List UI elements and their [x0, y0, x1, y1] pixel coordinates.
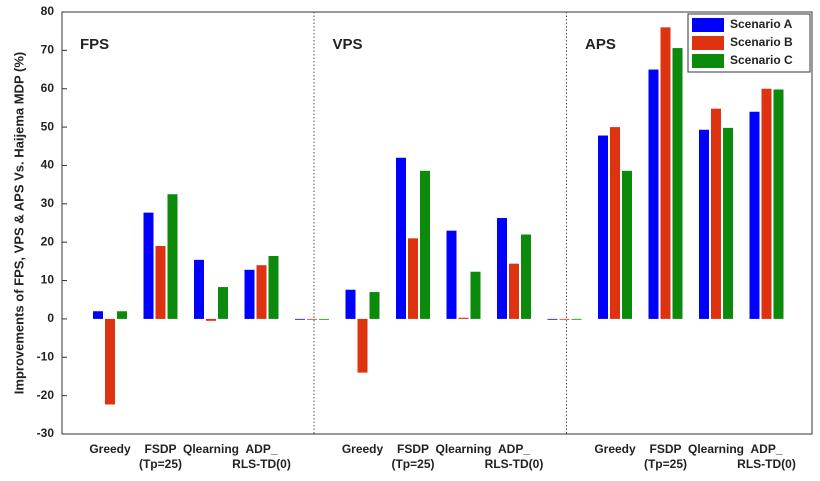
bar [622, 170, 632, 319]
bar [547, 318, 558, 320]
x-tick-label: FSDP (Tp=25) [139, 442, 182, 471]
x-tick-label: ADP_ RLS-TD(0) [737, 442, 796, 471]
y-tick-label: 80 [41, 4, 55, 18]
plot-frame [61, 11, 813, 435]
bar [167, 194, 178, 319]
legend-swatch [692, 54, 724, 68]
bar [396, 157, 406, 319]
bar [521, 234, 531, 319]
y-tick-label: 60 [41, 81, 55, 95]
y-tick-label: 30 [41, 196, 55, 210]
x-tick-label: Greedy [594, 442, 636, 456]
y-tick-label: 20 [41, 234, 55, 248]
bar [319, 318, 329, 320]
bar [446, 230, 457, 319]
bar [206, 318, 216, 321]
y-tick-label: -30 [37, 426, 55, 440]
bar [711, 108, 721, 319]
bar [117, 311, 127, 319]
x-tick-label: Greedy [89, 442, 131, 456]
bar [749, 111, 760, 319]
bar [307, 318, 317, 320]
bar [699, 129, 709, 319]
bar [571, 318, 582, 320]
x-tick-label: Qlearning [688, 442, 744, 456]
bar [105, 318, 115, 405]
bar [268, 255, 279, 319]
y-tick-label: -10 [37, 349, 55, 363]
bar [194, 259, 204, 319]
x-tick-label: FSDP (Tp=25) [391, 442, 434, 471]
legend-swatch [692, 18, 724, 32]
bar [559, 318, 570, 320]
bar [672, 48, 683, 319]
bar [660, 27, 671, 319]
y-tick-label: 40 [41, 158, 55, 172]
bar [648, 69, 659, 319]
y-axis-label: Improvements of FPS, VPS & APS Vs. Haije… [11, 52, 26, 394]
bar [470, 271, 481, 319]
bar [244, 269, 255, 319]
legend-swatch [692, 36, 724, 50]
y-tick-label: 70 [41, 43, 55, 57]
bar [256, 265, 267, 319]
bar [497, 218, 507, 319]
legend-label: Scenario A [730, 17, 793, 31]
x-tick-label: ADP_ RLS-TD(0) [485, 442, 544, 471]
y-tick-label: 10 [41, 273, 55, 287]
bar [509, 263, 519, 319]
x-tick-label: ADP_ RLS-TD(0) [232, 442, 291, 471]
bar [458, 317, 469, 319]
y-tick-label: 0 [47, 311, 54, 325]
bar [408, 238, 418, 319]
y-tick-label: 50 [41, 119, 55, 133]
bar [345, 289, 356, 319]
bar [369, 292, 380, 319]
bar [143, 212, 154, 319]
panel-label: FPS [80, 36, 109, 53]
legend-label: Scenario C [730, 53, 793, 67]
x-tick-label: FSDP (Tp=25) [644, 442, 687, 471]
legend-label: Scenario B [730, 35, 793, 49]
panel-label: VPS [333, 36, 363, 53]
y-tick-label: -20 [37, 388, 55, 402]
bar [155, 246, 166, 319]
bar [773, 89, 784, 319]
bar [295, 318, 305, 320]
bar [357, 318, 368, 373]
bar [218, 287, 228, 319]
panel-label: APS [585, 36, 616, 53]
bar [723, 127, 733, 319]
bar [420, 170, 430, 319]
x-tick-label: Greedy [342, 442, 384, 456]
bar [761, 88, 772, 319]
bar [598, 135, 608, 319]
x-tick-label: Qlearning [435, 442, 491, 456]
bar [610, 127, 620, 319]
bar [93, 311, 103, 319]
x-tick-label: Qlearning [183, 442, 239, 456]
